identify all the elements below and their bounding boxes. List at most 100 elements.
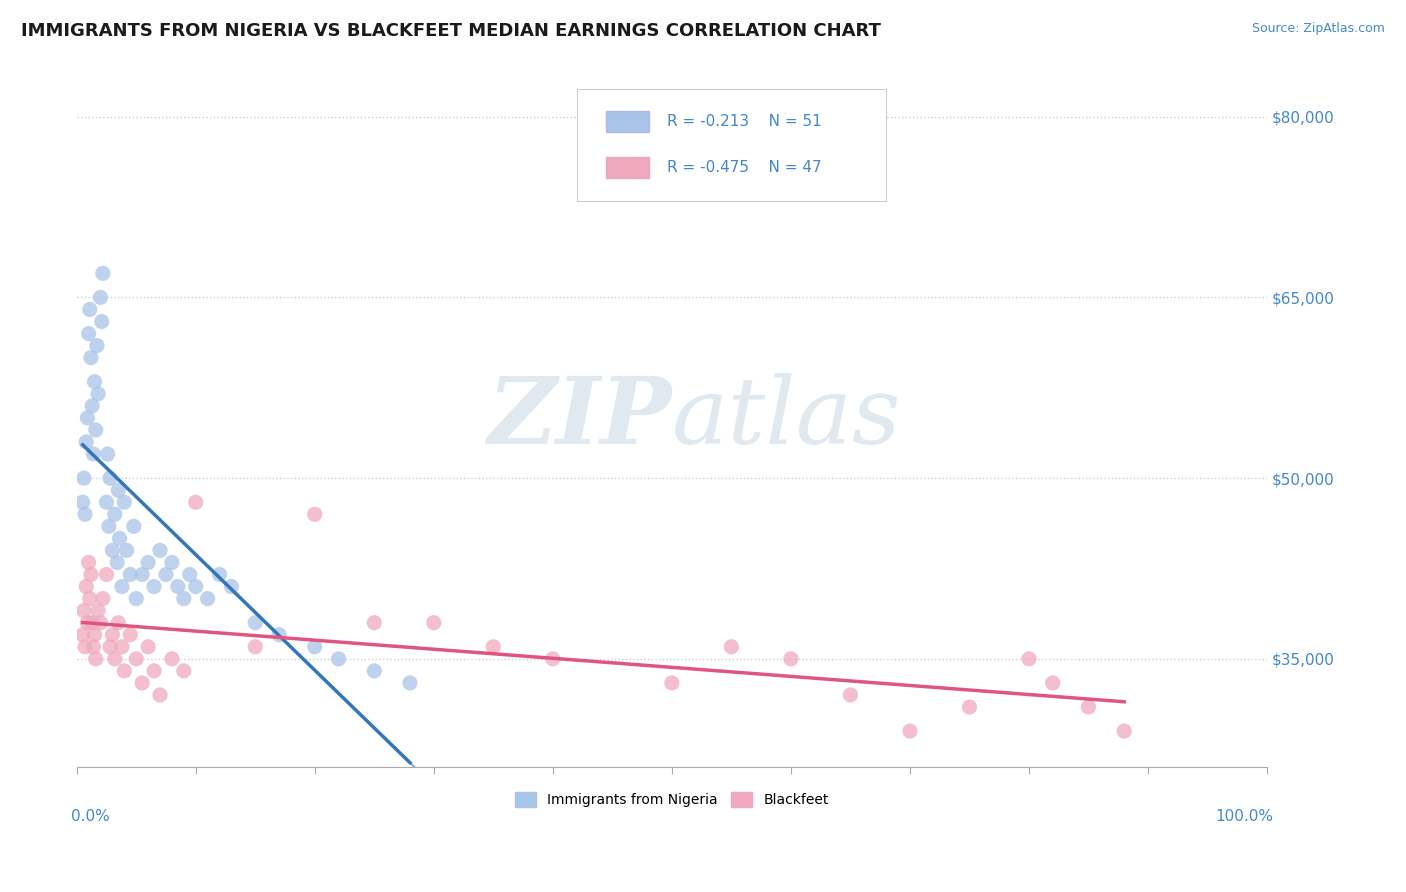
Point <box>143 580 166 594</box>
Text: Source: ZipAtlas.com: Source: ZipAtlas.com <box>1251 22 1385 36</box>
Point <box>84 423 107 437</box>
Point <box>89 290 111 304</box>
Point <box>86 338 108 352</box>
Point <box>125 591 148 606</box>
Point <box>76 410 98 425</box>
Point <box>197 591 219 606</box>
Point <box>84 652 107 666</box>
Point <box>179 567 201 582</box>
Point <box>780 652 803 666</box>
Point <box>76 615 98 630</box>
Point <box>104 508 127 522</box>
Point <box>208 567 231 582</box>
Point <box>136 640 159 654</box>
Point <box>79 302 101 317</box>
Point <box>89 615 111 630</box>
Point <box>111 640 134 654</box>
Point <box>1114 724 1136 739</box>
Legend: Immigrants from Nigeria, Blackfeet: Immigrants from Nigeria, Blackfeet <box>509 787 834 813</box>
Text: R = -0.475    N = 47: R = -0.475 N = 47 <box>666 161 821 175</box>
Point <box>83 628 105 642</box>
Point <box>112 664 135 678</box>
Text: IMMIGRANTS FROM NIGERIA VS BLACKFEET MEDIAN EARNINGS CORRELATION CHART: IMMIGRANTS FROM NIGERIA VS BLACKFEET MED… <box>21 22 882 40</box>
Point <box>72 628 94 642</box>
Point <box>73 604 96 618</box>
Point <box>77 556 100 570</box>
Point <box>107 483 129 498</box>
Point <box>143 664 166 678</box>
Point <box>98 640 121 654</box>
Point <box>720 640 742 654</box>
Point <box>399 676 422 690</box>
Text: ZIP: ZIP <box>488 373 672 463</box>
Point <box>1018 652 1040 666</box>
Point <box>77 326 100 341</box>
Point <box>120 567 142 582</box>
Point <box>107 615 129 630</box>
Point <box>75 580 97 594</box>
Point <box>149 688 172 702</box>
Point <box>221 580 243 594</box>
Point <box>328 652 350 666</box>
Point <box>104 652 127 666</box>
Point <box>96 495 118 509</box>
Point <box>173 664 195 678</box>
Point <box>82 640 104 654</box>
Point <box>122 519 145 533</box>
Point <box>898 724 921 739</box>
Point <box>131 676 153 690</box>
Point <box>541 652 564 666</box>
Point <box>80 351 103 365</box>
Point <box>245 615 267 630</box>
Text: 100.0%: 100.0% <box>1215 809 1272 824</box>
Point <box>423 615 446 630</box>
Point <box>98 471 121 485</box>
Point <box>73 471 96 485</box>
Point <box>1077 700 1099 714</box>
Point <box>160 556 183 570</box>
Point <box>82 447 104 461</box>
Point <box>79 591 101 606</box>
Point <box>149 543 172 558</box>
Point <box>90 314 112 328</box>
Point <box>661 676 683 690</box>
Text: 0.0%: 0.0% <box>70 809 110 824</box>
Point <box>184 495 207 509</box>
Point <box>173 591 195 606</box>
Point <box>91 591 114 606</box>
Point <box>101 628 124 642</box>
Point <box>160 652 183 666</box>
Point <box>83 375 105 389</box>
Point <box>80 567 103 582</box>
Point <box>839 688 862 702</box>
Point <box>131 567 153 582</box>
Point <box>125 652 148 666</box>
Point <box>97 519 120 533</box>
Point <box>245 640 267 654</box>
Point <box>97 447 120 461</box>
Text: R = -0.213    N = 51: R = -0.213 N = 51 <box>666 114 823 129</box>
Point <box>91 266 114 280</box>
Point <box>167 580 190 594</box>
Point <box>482 640 505 654</box>
Point <box>363 615 385 630</box>
Point <box>120 628 142 642</box>
FancyBboxPatch shape <box>606 157 650 178</box>
Point <box>115 543 138 558</box>
Point <box>73 508 96 522</box>
Point <box>101 543 124 558</box>
Point <box>75 435 97 450</box>
Point <box>1042 676 1064 690</box>
Point <box>363 664 385 678</box>
Point <box>304 640 326 654</box>
Point <box>184 580 207 594</box>
Point <box>73 640 96 654</box>
FancyBboxPatch shape <box>576 89 886 202</box>
Text: atlas: atlas <box>672 373 901 463</box>
Point <box>87 604 110 618</box>
Point <box>87 386 110 401</box>
Point <box>82 615 104 630</box>
Point <box>108 532 131 546</box>
Point <box>959 700 981 714</box>
Point <box>105 556 128 570</box>
